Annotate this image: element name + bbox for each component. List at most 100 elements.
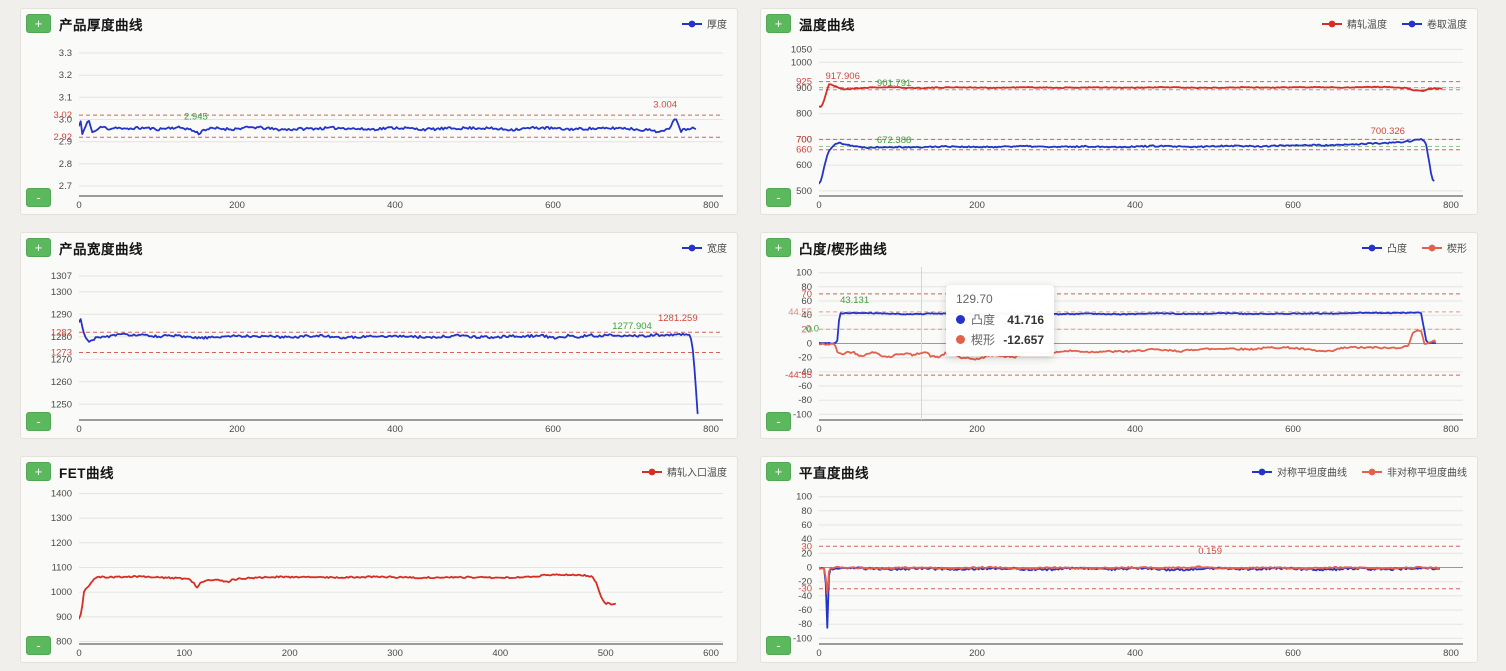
svg-text:1000: 1000 — [51, 587, 72, 598]
svg-text:44.55: 44.55 — [788, 307, 812, 318]
chart-title: 产品厚度曲线 — [59, 17, 143, 33]
svg-text:200: 200 — [969, 648, 985, 659]
legend-item[interactable]: 楔形 — [1421, 240, 1467, 255]
thickness-chart-panel: + 产品厚度曲线 厚度 3.3 3.2 3.1 3.0 2.9 2.8 2.7 0 200 400… — [20, 8, 738, 215]
svg-text:0.0: 0.0 — [806, 324, 819, 335]
chart-canvas: 1400 1300 1200 1100 1000 900 800 0 100 200 300 400 5… — [51, 489, 723, 659]
zoom-out-button[interactable]: - — [766, 636, 791, 655]
chart-legend: 宽度 — [681, 240, 727, 255]
legend-item[interactable]: 卷取温度 — [1401, 16, 1467, 31]
legend-item[interactable]: 非对称平坦度曲线 — [1361, 464, 1467, 479]
svg-text:0: 0 — [816, 200, 821, 211]
svg-text:672.388: 672.388 — [877, 135, 911, 146]
svg-text:1300: 1300 — [51, 513, 72, 524]
svg-text:1307: 1307 — [51, 271, 72, 282]
legend-label: 凸度 — [1387, 244, 1407, 255]
svg-text:20: 20 — [801, 548, 812, 559]
chart-title: 产品宽度曲线 — [59, 241, 143, 257]
zoom-in-button[interactable]: + — [26, 238, 51, 257]
legend-label: 非对称平坦度曲线 — [1387, 468, 1467, 479]
chart-legend: 对称平坦度曲线 非对称平坦度曲线 — [1251, 464, 1467, 479]
svg-text:80: 80 — [801, 282, 812, 293]
chart-plot[interactable]: 1050 1000 900 800 700 600 500 0 200 400 600 800 925 7… — [761, 35, 1477, 214]
svg-text:0: 0 — [816, 424, 821, 435]
chart-canvas: 1050 1000 900 800 700 600 500 0 200 400 600 800 925 7… — [791, 44, 1463, 211]
zoom-out-button[interactable]: - — [766, 188, 791, 207]
svg-text:600: 600 — [796, 160, 812, 171]
zoom-in-button[interactable]: + — [26, 14, 51, 33]
chart-canvas: 1307 1300 1290 1280 1270 1260 1250 0 200 400 600 80… — [51, 271, 723, 435]
chart-legend: 精轧入口温度 — [641, 464, 727, 479]
svg-text:-20: -20 — [798, 577, 812, 588]
zoom-out-button[interactable]: - — [26, 188, 51, 207]
svg-text:0: 0 — [76, 200, 81, 211]
chart-plot[interactable]: 100 80 60 40 20 0 -20 -40 -60 -80 -100 0 200 400 600 80… — [761, 259, 1477, 438]
chart-plot[interactable]: 1400 1300 1200 1100 1000 900 800 0 100 200 300 400 5… — [21, 483, 737, 662]
svg-text:400: 400 — [492, 648, 508, 659]
zoom-in-button[interactable]: + — [766, 238, 791, 257]
zoom-in-button[interactable]: + — [766, 14, 791, 33]
svg-text:2.9: 2.9 — [59, 137, 72, 148]
legend-label: 宽度 — [707, 244, 727, 255]
chart-canvas: 3.3 3.2 3.1 3.0 2.9 2.8 2.7 0 200 400 600 800 3.02 2.… — [54, 48, 723, 211]
panel-header: + FET曲线 精轧入口温度 — [21, 457, 737, 483]
crown-wedge-chart-panel: + 凸度/楔形曲线 凸度 楔形 100 80 60 40 20 0 -20 -40 -60 -80-… — [760, 232, 1478, 439]
svg-text:1200: 1200 — [51, 538, 72, 549]
legend-item[interactable]: 宽度 — [681, 240, 727, 255]
zoom-out-button[interactable]: - — [26, 636, 51, 655]
svg-text:-40: -40 — [798, 591, 812, 602]
legend-item[interactable]: 对称平坦度曲线 — [1251, 464, 1347, 479]
svg-text:600: 600 — [1285, 424, 1301, 435]
svg-text:1282: 1282 — [51, 327, 72, 338]
svg-text:0: 0 — [816, 648, 821, 659]
svg-text:3.2: 3.2 — [59, 70, 72, 81]
legend-item[interactable]: 厚度 — [681, 16, 727, 31]
svg-text:600: 600 — [1285, 648, 1301, 659]
zoom-in-button[interactable]: + — [766, 462, 791, 481]
svg-text:20: 20 — [801, 324, 812, 335]
svg-text:600: 600 — [703, 648, 719, 659]
svg-text:600: 600 — [1285, 200, 1301, 211]
svg-text:3.004: 3.004 — [653, 99, 677, 110]
svg-text:500: 500 — [598, 648, 614, 659]
legend-label: 精轧温度 — [1347, 20, 1387, 31]
legend-marker-icon — [682, 244, 702, 251]
svg-text:0: 0 — [807, 339, 812, 350]
zoom-out-button[interactable]: - — [26, 412, 51, 431]
svg-text:660: 660 — [796, 145, 812, 156]
zoom-out-button[interactable]: - — [766, 412, 791, 431]
chart-plot[interactable]: 3.3 3.2 3.1 3.0 2.9 2.8 2.7 0 200 400 600 800 3.02 2.… — [21, 35, 737, 214]
svg-text:800: 800 — [703, 200, 719, 211]
panel-header: + 平直度曲线 对称平坦度曲线 非对称平坦度曲线 — [761, 457, 1477, 483]
svg-text:-44.55: -44.55 — [785, 370, 812, 381]
svg-text:70: 70 — [801, 289, 812, 300]
chart-plot[interactable]: 1307 1300 1290 1280 1270 1260 1250 0 200 400 600 80… — [21, 259, 737, 438]
legend-marker-icon — [1252, 468, 1272, 475]
svg-text:-80: -80 — [798, 395, 812, 406]
svg-text:800: 800 — [1443, 424, 1459, 435]
chart-legend: 厚度 — [681, 16, 727, 31]
svg-text:800: 800 — [1443, 648, 1459, 659]
svg-text:917.906: 917.906 — [826, 71, 860, 82]
svg-text:300: 300 — [387, 648, 403, 659]
svg-text:20: 20 — [801, 324, 812, 335]
legend-item[interactable]: 凸度 — [1361, 240, 1407, 255]
svg-text:200: 200 — [969, 200, 985, 211]
svg-text:800: 800 — [703, 424, 719, 435]
svg-text:-80: -80 — [798, 619, 812, 630]
svg-text:400: 400 — [387, 424, 403, 435]
chart-plot[interactable]: 100 80 60 40 20 0 -20 -40 -60 -80 -100 0 200 400 600 80… — [761, 483, 1477, 662]
svg-text:1100: 1100 — [52, 563, 72, 574]
svg-text:40: 40 — [801, 310, 812, 321]
svg-text:700: 700 — [796, 134, 812, 145]
legend-item[interactable]: 精轧温度 — [1321, 16, 1387, 31]
svg-text:800: 800 — [56, 637, 72, 648]
svg-text:800: 800 — [1443, 200, 1459, 211]
svg-text:3.0: 3.0 — [59, 115, 72, 126]
svg-text:200: 200 — [229, 424, 245, 435]
svg-text:2.945: 2.945 — [184, 112, 208, 123]
legend-item[interactable]: 精轧入口温度 — [641, 464, 727, 479]
svg-text:1260: 1260 — [51, 377, 72, 388]
zoom-in-button[interactable]: + — [26, 462, 51, 481]
legend-label: 厚度 — [707, 20, 727, 31]
